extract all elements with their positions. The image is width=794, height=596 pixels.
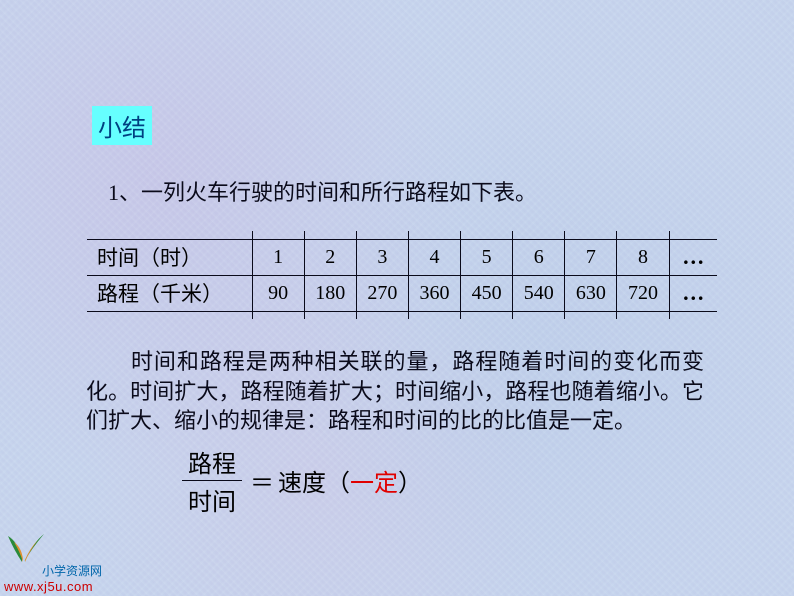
cell-time: 4 bbox=[408, 239, 460, 275]
cell-time: 6 bbox=[513, 239, 565, 275]
paren-open: （ bbox=[326, 463, 350, 498]
cell-ellipsis: … bbox=[669, 275, 717, 311]
formula-denominator: 时间 bbox=[182, 480, 242, 517]
site-logo: 小学资源网 www.xj5u.com bbox=[4, 528, 102, 594]
summary-title: 小结 bbox=[92, 106, 152, 145]
row-label-distance: 路程（千米） bbox=[87, 275, 252, 311]
formula: 路程 时间 ＝ 速度 （ 一定 ） bbox=[182, 444, 794, 517]
cell-dist: 360 bbox=[408, 275, 460, 311]
cell-time: 8 bbox=[617, 239, 669, 275]
cell-dist: 720 bbox=[617, 275, 669, 311]
paren-close: ） bbox=[398, 463, 422, 498]
cell-dist: 180 bbox=[304, 275, 356, 311]
cell-time: 3 bbox=[356, 239, 408, 275]
cell-dist: 90 bbox=[252, 275, 304, 311]
cell-dist: 270 bbox=[356, 275, 408, 311]
cell-dist: 450 bbox=[461, 275, 513, 311]
explanation-text: 时间和路程是两种相关联的量，路程随着时间的变化而变化。时间扩大，路程随着扩大；时… bbox=[86, 347, 704, 436]
cell-ellipsis: … bbox=[669, 239, 717, 275]
formula-result: 速度 bbox=[278, 463, 326, 498]
data-table: 时间（时） 1 2 3 4 5 6 7 8 … 路程（千米） 90 180 27… bbox=[87, 231, 717, 319]
formula-equals: ＝ bbox=[250, 463, 274, 498]
leaf-icon bbox=[4, 528, 52, 564]
site-name: 小学资源网 bbox=[42, 562, 102, 579]
cell-time: 1 bbox=[252, 239, 304, 275]
row-label-time: 时间（时） bbox=[87, 239, 252, 275]
cell-time: 7 bbox=[565, 239, 617, 275]
cell-dist: 540 bbox=[513, 275, 565, 311]
cell-time: 5 bbox=[461, 239, 513, 275]
formula-constant: 一定 bbox=[350, 463, 398, 498]
cell-time: 2 bbox=[304, 239, 356, 275]
cell-dist: 630 bbox=[565, 275, 617, 311]
formula-numerator: 路程 bbox=[182, 444, 242, 480]
problem-statement: 1、一列火车行驶的时间和所行路程如下表。 bbox=[108, 175, 794, 207]
site-url: www.xj5u.com bbox=[4, 579, 93, 594]
